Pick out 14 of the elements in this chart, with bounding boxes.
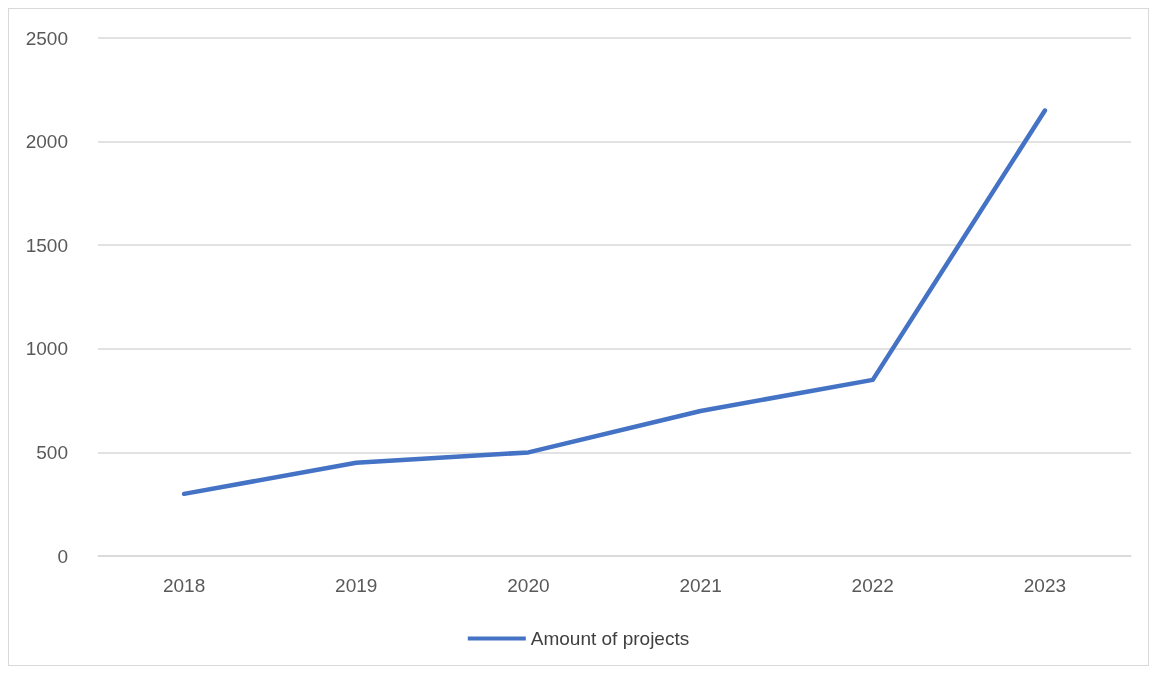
x-tick-label: 2020 <box>507 575 550 596</box>
y-tick-label: 500 <box>36 441 68 463</box>
y-tick-label: 1500 <box>25 234 68 256</box>
y-tick-label: 0 <box>57 545 68 567</box>
y-tick-label: 2500 <box>25 27 68 49</box>
x-tick-label: 2021 <box>679 575 722 596</box>
legend-label: Amount of projects <box>530 628 690 649</box>
x-tick-label: 2022 <box>851 575 894 596</box>
x-tick-label: 2018 <box>162 575 206 596</box>
x-tick-label: 2023 <box>1023 575 1067 596</box>
x-tick-label: 2019 <box>335 575 378 596</box>
y-tick-label: 1000 <box>25 338 68 360</box>
y-tick-label: 2000 <box>25 131 68 153</box>
line-series <box>181 108 1048 497</box>
